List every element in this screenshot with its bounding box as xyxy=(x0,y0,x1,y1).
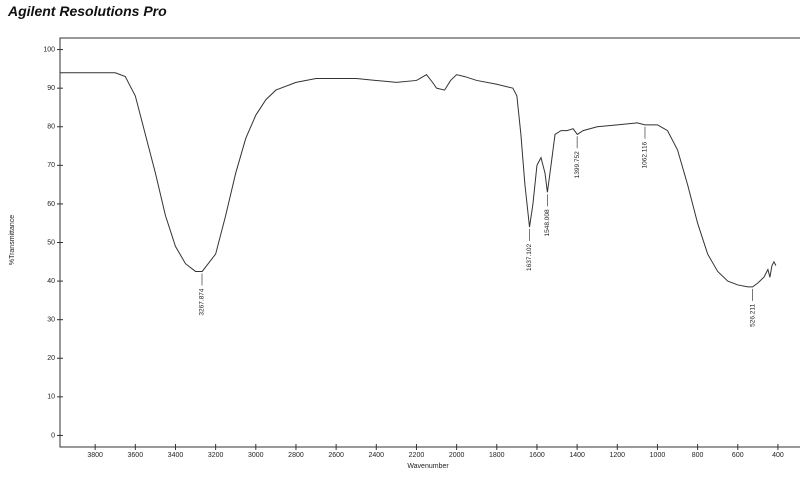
y-axis-label: %Transmittance xyxy=(9,215,16,265)
x-tick-label: 800 xyxy=(692,452,704,459)
y-tick-label: 80 xyxy=(47,124,55,131)
peak-label: 526.211 xyxy=(749,303,756,326)
x-tick-label: 3400 xyxy=(168,452,184,459)
y-tick-label: 10 xyxy=(47,394,55,401)
x-tick-label: 3800 xyxy=(87,452,103,459)
y-tick-label: 40 xyxy=(47,278,55,285)
x-tick-label: 3200 xyxy=(208,452,224,459)
y-tick-label: 0 xyxy=(51,432,55,439)
x-tick-label: 3000 xyxy=(248,452,264,459)
y-tick-label: 100 xyxy=(43,46,55,53)
x-tick-label: 1600 xyxy=(529,452,545,459)
x-tick-label: 1200 xyxy=(609,452,625,459)
peak-label: 1399.752 xyxy=(574,151,581,178)
peak-label: 3267.874 xyxy=(199,288,206,315)
x-tick-label: 1400 xyxy=(569,452,585,459)
x-tick-label: 600 xyxy=(732,452,744,459)
x-tick-label: 400 xyxy=(772,452,784,459)
x-tick-label: 1800 xyxy=(489,452,505,459)
chart-title: Agilent Resolutions Pro xyxy=(7,3,167,19)
peak-label: 1548.008 xyxy=(544,209,551,236)
y-tick-label: 20 xyxy=(47,355,55,362)
x-tick-label: 2400 xyxy=(369,452,385,459)
peak-label: 1637.102 xyxy=(526,244,533,271)
y-tick-label: 70 xyxy=(47,162,55,169)
x-tick-label: 2600 xyxy=(328,452,344,459)
y-tick-label: 50 xyxy=(47,239,55,246)
x-tick-label: 2200 xyxy=(409,452,425,459)
x-tick-label: 2800 xyxy=(288,452,304,459)
y-tick-label: 60 xyxy=(47,201,55,208)
x-tick-label: 2000 xyxy=(449,452,465,459)
y-tick-label: 30 xyxy=(47,317,55,324)
x-tick-label: 1000 xyxy=(650,452,666,459)
plot-frame xyxy=(59,37,800,448)
peak-label: 1062.116 xyxy=(642,141,649,168)
spectrum-line xyxy=(60,72,777,288)
x-tick-label: 3600 xyxy=(128,452,144,459)
x-axis-label: Wavenumber xyxy=(407,463,449,470)
y-tick-label: 90 xyxy=(47,85,55,92)
